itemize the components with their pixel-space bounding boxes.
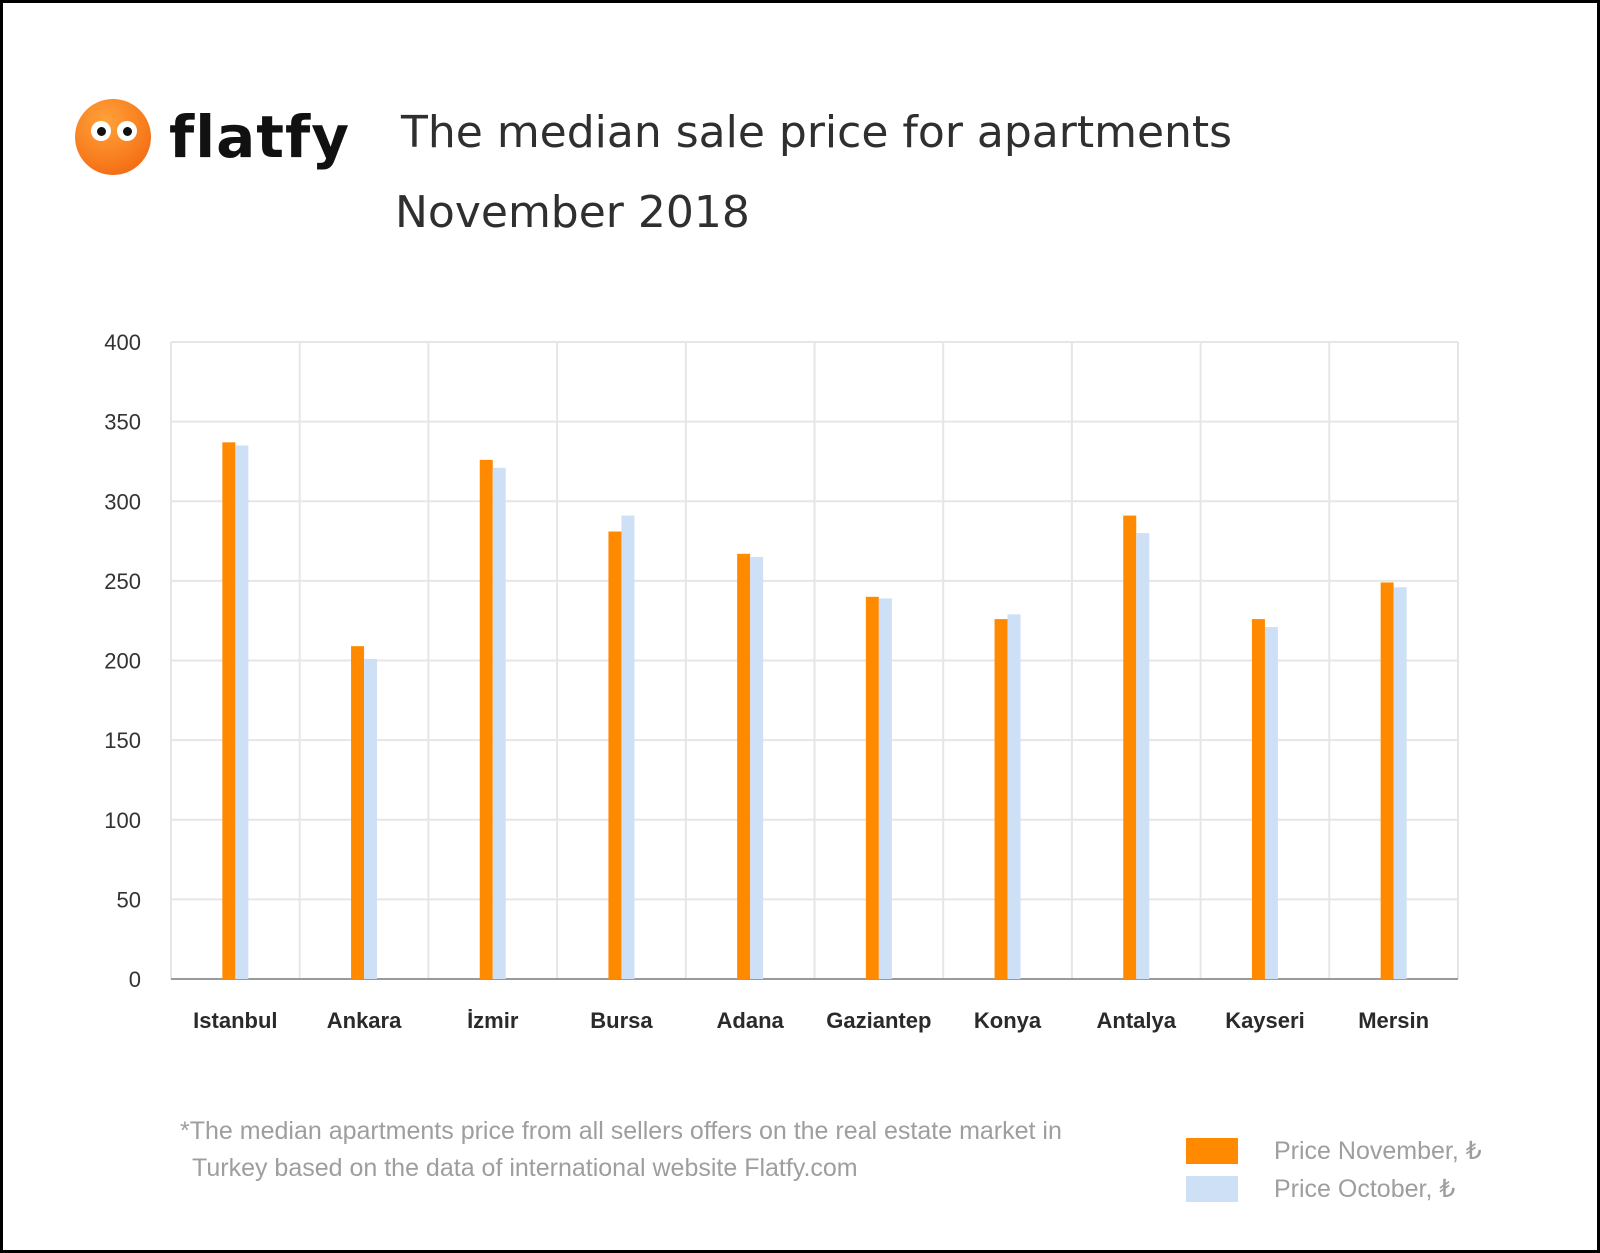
bar-november [1123, 515, 1137, 979]
legend-item-october: Price October, ₺ [1186, 1172, 1586, 1210]
bar-november [1380, 582, 1394, 979]
bar-november [222, 442, 236, 979]
bar-october [1264, 627, 1278, 979]
bar-november [865, 596, 879, 979]
bar-october [235, 445, 249, 979]
x-category-label: Mersin [1358, 1008, 1429, 1033]
logo-wordmark: flatfy [169, 103, 351, 171]
x-category-label: Antalya [1097, 1008, 1177, 1033]
legend-swatch-november [1186, 1138, 1238, 1164]
x-category-label: İzmir [467, 1008, 519, 1033]
y-tick-label: 400 [104, 330, 141, 355]
x-category-label: Adana [717, 1008, 785, 1033]
bar-october [621, 515, 635, 979]
bar-october [1007, 614, 1021, 979]
bar-october [878, 598, 892, 979]
bar-november [1251, 619, 1265, 979]
bar-october [1393, 587, 1407, 979]
legend-label-october: Price October, ₺ [1274, 1175, 1456, 1203]
y-tick-label: 50 [117, 887, 141, 912]
x-category-label: Kayseri [1225, 1008, 1305, 1033]
y-tick-label: 200 [104, 649, 141, 674]
chart-legend: Price November, ₺ Price October, ₺ [1186, 1134, 1586, 1210]
x-category-label: Bursa [590, 1008, 653, 1033]
x-category-label: Gaziantep [826, 1008, 931, 1033]
footnote-line-1: *The median apartments price from all se… [180, 1117, 1062, 1145]
bar-november [479, 459, 493, 980]
bar-november [737, 553, 751, 979]
flatfy-logo: flatfy [71, 95, 361, 179]
y-tick-label: 250 [104, 569, 141, 594]
x-category-label: Istanbul [193, 1008, 277, 1033]
x-category-label: Konya [974, 1008, 1042, 1033]
bar-chart: 0 50 100 150 200 250 300 350 400 Istanbul Ankara İz… [104, 330, 1459, 1033]
footnote-line-2: Turkey based on the data of internationa… [192, 1154, 858, 1182]
y-tick-label: 150 [104, 728, 141, 753]
legend-item-november: Price November, ₺ [1186, 1134, 1586, 1172]
bar-october [492, 467, 506, 979]
footnote: *The median apartments price from all se… [180, 1113, 1140, 1187]
logo-right-eye [117, 121, 137, 141]
bar-october [1136, 533, 1150, 979]
logo-left-eye [91, 121, 111, 141]
bar-november [608, 531, 622, 979]
y-tick-label: 350 [104, 410, 141, 435]
chart-subtitle: November 2018 [395, 187, 750, 238]
legend-label-november: Price November, ₺ [1274, 1137, 1482, 1165]
logo-face-icon [75, 99, 151, 175]
bar-november [994, 619, 1008, 979]
bar-october [750, 556, 764, 979]
y-tick-label: 0 [129, 967, 141, 992]
chart-title: The median sale price for apartments [401, 107, 1233, 158]
x-category-label: Ankara [327, 1008, 402, 1033]
legend-swatch-october [1186, 1176, 1238, 1202]
y-tick-label: 100 [104, 808, 141, 833]
bar-november [351, 646, 365, 979]
bar-october [364, 658, 378, 979]
y-tick-label: 300 [104, 489, 141, 514]
